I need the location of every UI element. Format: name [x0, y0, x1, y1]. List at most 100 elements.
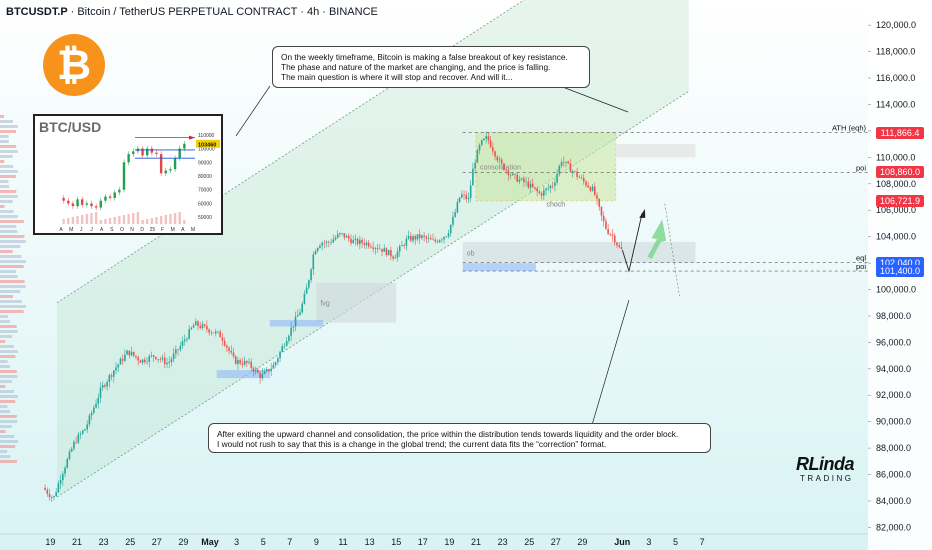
candle-body: [117, 364, 120, 368]
y-tick-label: 100,000.0: [876, 285, 916, 295]
inset-x-tick-label: O: [120, 227, 124, 233]
volume-profile-bar: [0, 170, 18, 173]
candle-body: [203, 324, 206, 326]
inset-volume-bar: [164, 215, 167, 224]
y-tick-label: 118,000.0: [876, 47, 915, 57]
inset-volume-bar: [178, 212, 181, 224]
volume-profile-bar: [0, 225, 17, 228]
candle-body: [376, 248, 379, 250]
volume-profile-bar: [0, 130, 17, 133]
x-tick-label: 19: [45, 537, 55, 547]
inset-price-label: 103460: [198, 142, 216, 148]
level-label: ATH (eqh): [832, 124, 867, 133]
candle-body: [95, 403, 97, 408]
candle-body: [84, 429, 86, 431]
candle-body: [144, 359, 146, 363]
x-tick-label: 25: [125, 537, 135, 547]
candle-body: [500, 159, 503, 164]
candle-body: [534, 187, 536, 189]
candle-body: [611, 234, 614, 236]
x-tick-label: 27: [152, 537, 162, 547]
volume-profile-bar: [0, 355, 16, 358]
y-tick-label: 104,000.0: [876, 232, 916, 242]
inset-x-tick-label: A: [100, 227, 104, 233]
y-tick-label: 94,000.0: [876, 364, 911, 374]
candle-body: [285, 340, 288, 346]
volume-profile-bar: [0, 230, 18, 233]
candle-body: [201, 324, 204, 328]
inset-volume-bar: [136, 212, 140, 224]
candle-body: [571, 171, 574, 173]
inset-candle-body: [62, 197, 65, 201]
inset-candle-body: [85, 203, 89, 205]
candle-body: [59, 480, 62, 484]
candle-body: [206, 325, 208, 330]
y-tick-label: 88,000.0: [876, 443, 911, 453]
candle-body: [456, 202, 459, 213]
candle-body: [543, 190, 545, 196]
volume-profile-bar: [0, 185, 10, 188]
candle-body: [257, 369, 259, 373]
candle-body: [292, 326, 295, 328]
volume-profile-bar: [0, 435, 15, 438]
candle-body: [447, 233, 450, 237]
candle-body: [250, 361, 253, 369]
candle-body: [367, 242, 370, 247]
volume-profile-bar: [0, 135, 9, 138]
candle-body: [68, 451, 71, 460]
candle-body: [425, 236, 428, 239]
x-tick-label: 19: [444, 537, 454, 547]
x-tick-label: 25: [524, 537, 534, 547]
candle-body: [279, 351, 281, 359]
candle-body: [418, 234, 421, 239]
inset-x-tick-label: M: [171, 227, 175, 233]
inset-candle-body: [81, 199, 84, 205]
inset-volume-bar: [94, 212, 98, 224]
candle-body: [605, 221, 607, 229]
volume-profile-bar: [0, 400, 16, 403]
symbol-label[interactable]: BTCUSDT.P: [6, 6, 68, 18]
candle-body: [243, 360, 246, 365]
candle-body: [432, 239, 434, 241]
candle-body: [75, 441, 77, 443]
candle-body: [290, 327, 292, 336]
candle-body: [183, 339, 186, 342]
volume-profile-bar: [0, 215, 18, 218]
inset-candle-body: [99, 200, 102, 208]
inset-x-tick-label: A: [181, 227, 185, 233]
candle-body: [248, 361, 250, 363]
inset-volume-bar: [159, 216, 163, 224]
inset-volume-bar: [118, 216, 121, 224]
volume-profile-bar: [0, 210, 14, 213]
volume-profile-bar: [0, 420, 18, 423]
candle-body: [168, 361, 171, 364]
inset-x-tick-label: M: [69, 227, 73, 233]
inset-volume-bar: [155, 217, 158, 224]
x-tick-label: 13: [365, 537, 375, 547]
candle-body: [398, 246, 401, 252]
candle-body: [115, 367, 117, 371]
inset-volume-bar: [141, 220, 144, 224]
x-tick-label: 9: [314, 537, 319, 547]
candle-body: [159, 359, 162, 360]
candle-body: [383, 248, 386, 252]
candle-body: [226, 345, 228, 348]
volume-profile-bar: [0, 340, 6, 343]
candle-body: [219, 331, 221, 338]
candle-body: [223, 340, 226, 346]
candle-body: [498, 159, 501, 161]
candle-body: [321, 242, 323, 246]
candle-body: [509, 175, 512, 176]
volume-profile-bar: [0, 440, 18, 443]
candle-body: [221, 337, 224, 341]
candle-body: [106, 381, 108, 387]
volume-profile-bar: [0, 460, 17, 463]
callout-bottom: After exiting the upward channel and con…: [208, 423, 711, 453]
candle-body: [483, 138, 485, 141]
candle-body: [474, 162, 476, 169]
candle-body: [361, 239, 363, 244]
volume-profile-bar: [0, 345, 14, 348]
volume-profile-bar: [0, 370, 17, 373]
candle-body: [199, 326, 202, 328]
candle-body: [476, 150, 479, 163]
